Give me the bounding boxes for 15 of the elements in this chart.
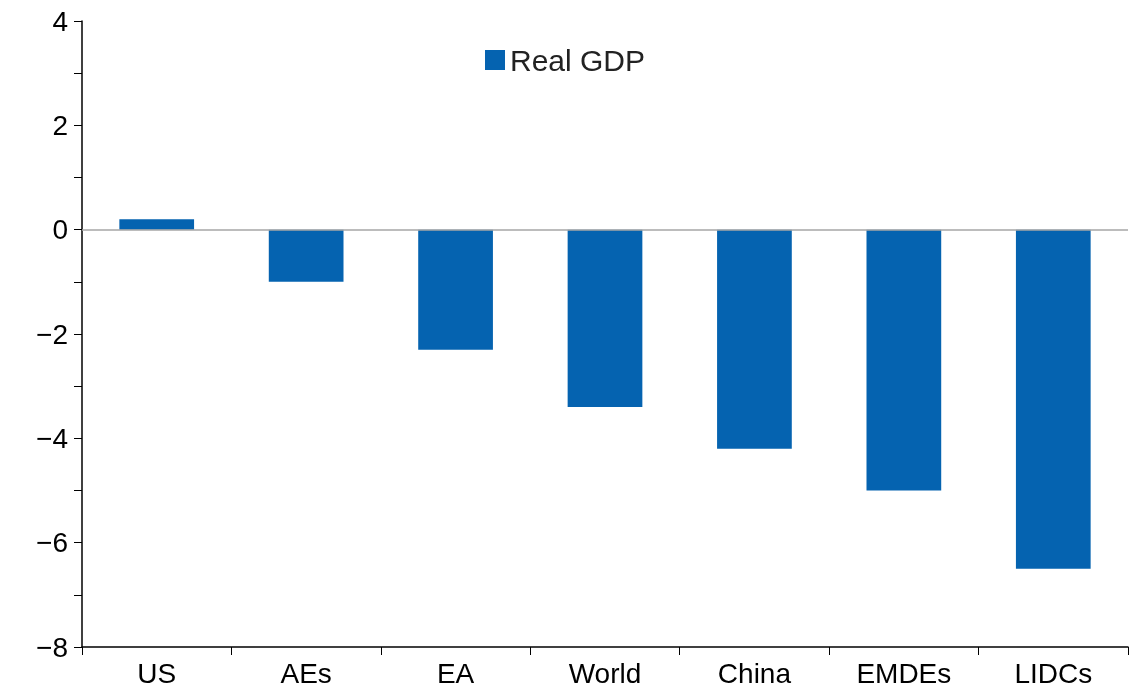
y-tick-label: −4: [36, 422, 68, 454]
x-tick-label: AEs: [280, 657, 332, 689]
legend-label: Real GDP: [509, 43, 646, 77]
x-tick-label: EMDEs: [856, 657, 952, 689]
x-tick-label: LIDCs: [1014, 657, 1093, 689]
x-tick-label: US: [137, 657, 177, 689]
y-tick-label: 2: [52, 109, 68, 141]
y-tick-label: −8: [36, 631, 68, 663]
y-tick-label: 0: [52, 214, 68, 246]
y-tick-label: −6: [36, 527, 68, 559]
x-tick-label: World: [568, 657, 642, 689]
x-tick-label: China: [717, 657, 792, 689]
y-tick-label: 4: [52, 5, 68, 37]
y-tick-label: −2: [36, 318, 68, 350]
x-tick-label: EA: [436, 657, 475, 689]
